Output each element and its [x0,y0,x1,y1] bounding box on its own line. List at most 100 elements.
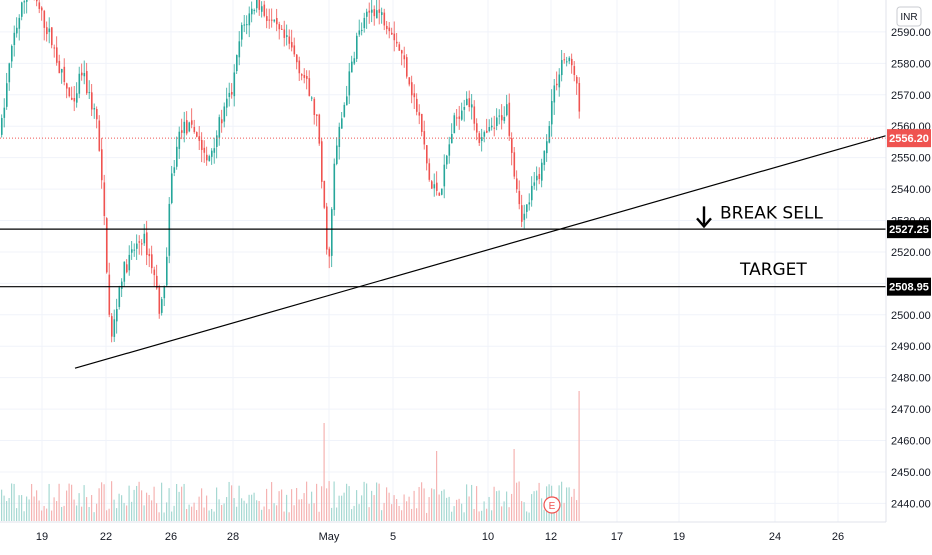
candle-body [478,133,481,143]
candle-body [411,82,413,96]
candle-body [76,93,78,103]
volume-bar [48,483,50,521]
candle-body [383,12,386,26]
x-tick-label: 22 [100,531,112,543]
earnings-event-icon[interactable]: E [543,496,561,514]
candle-body [391,32,393,35]
candle-body [188,122,191,132]
volume-bar [501,506,503,521]
candle-body [466,98,468,106]
candle-body [206,154,208,161]
volume-bar [128,485,130,521]
volume-bar [373,495,375,521]
candle-body [246,24,248,26]
svg-text:E: E [549,501,556,512]
volume-bar [481,510,483,521]
candle-body [493,127,496,129]
x-tick-label: 17 [611,531,623,543]
candle-body [83,73,86,77]
volume-bar [376,482,378,521]
candle-body [408,77,411,85]
volume-bar [443,489,445,521]
candle-body [171,173,173,203]
candle-body [223,106,226,122]
volume-bar [96,503,98,521]
volume-bar [466,484,468,521]
volume-bar [381,510,383,521]
candle-body [398,44,401,51]
candle-body [346,96,348,106]
candle-body [568,57,571,62]
volume-bar [383,502,385,521]
volume-bar [333,481,335,521]
candle-body [26,0,28,2]
volume-bar [446,497,448,521]
candle-body [268,19,271,21]
currency-badge[interactable]: INR [896,6,922,27]
candle-body [68,87,71,97]
annotation-break-sell: BREAK SELL [720,203,823,223]
volume-bar [463,512,465,521]
candle-body [431,181,433,189]
volume-bar [53,497,55,521]
volume-bar [358,504,360,521]
candle-body [511,138,513,153]
candle-body [43,10,46,28]
x-tick-label: May [319,531,340,543]
volume-bar [568,487,570,521]
volume-bar [298,499,300,521]
arrow-down-icon [696,206,712,229]
volume-bar [331,507,333,521]
volume-bar [491,510,493,521]
candle-body [331,209,333,256]
volume-bar [436,451,438,521]
volume-bar [178,491,180,521]
volume-bar [231,485,233,521]
candle-body [3,107,6,118]
y-tick-label: 2440.00 [891,498,931,510]
candle-body [423,131,426,145]
candle-body [101,149,103,181]
volume-bar [208,510,210,521]
candle-body [123,261,126,282]
volume-bar [566,487,568,521]
candle-body [218,117,221,138]
volume-bar [468,496,470,521]
candle-body [388,27,391,32]
volume-bar [356,490,358,521]
volume-bar [173,505,175,521]
candle-body [131,249,133,253]
volume-bar [58,483,60,521]
candle-body [86,71,88,94]
volume-bar [336,507,338,521]
volume-bar [221,505,223,521]
volume-bar [103,484,105,521]
y-tick-label: 2450.00 [891,467,931,479]
volume-bar [81,506,83,521]
volume-bar [311,491,313,521]
volume-bar [486,508,488,521]
candle-body [426,145,428,164]
candle-body [48,28,51,33]
volume-bar [123,502,125,521]
volume-bar [536,490,538,521]
candle-body [63,66,66,82]
candle-body [338,126,341,148]
volume-bar [93,512,95,521]
volume-bar [523,502,525,521]
trendline[interactable] [74,135,887,369]
volume-bar [386,487,388,521]
volume-bar [106,510,108,521]
candle-body [546,141,548,154]
candle-body [373,9,376,17]
candle-body [238,41,241,58]
price-axis[interactable]: 2440.00 2450.00 2460.00 2470.00 2480.00 2490.… [891,27,931,510]
candle-body [78,73,81,94]
volume-bar [308,503,310,521]
candle-body [226,98,228,108]
volume-bar [363,481,365,521]
volume-bar [263,506,265,521]
time-axis[interactable]: 19 22 26 28 May 5 10 12 17 19 24 26 [36,531,844,543]
